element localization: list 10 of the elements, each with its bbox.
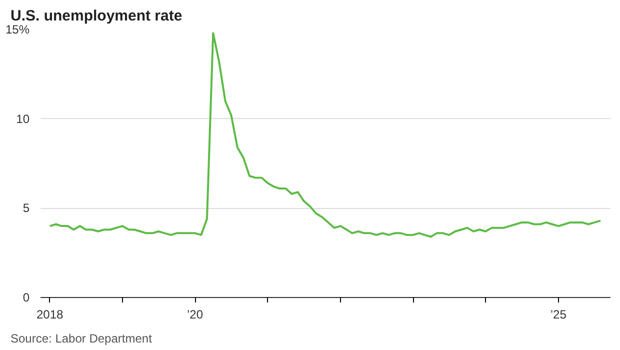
y-tick-label: 0 [22,290,30,304]
y-tick-label: 5 [22,201,30,216]
source-note: Source: Labor Department [10,332,153,346]
y-tick-label: 15% [5,22,30,36]
line-series [48,32,602,238]
x-tick-label: 2018 [36,308,64,322]
y-tick-label: 10 [16,112,30,126]
x-tick-label: ’25 [550,308,567,322]
chart-title: U.S. unemployment rate [10,8,182,24]
x-tick-label: ’20 [187,308,204,322]
